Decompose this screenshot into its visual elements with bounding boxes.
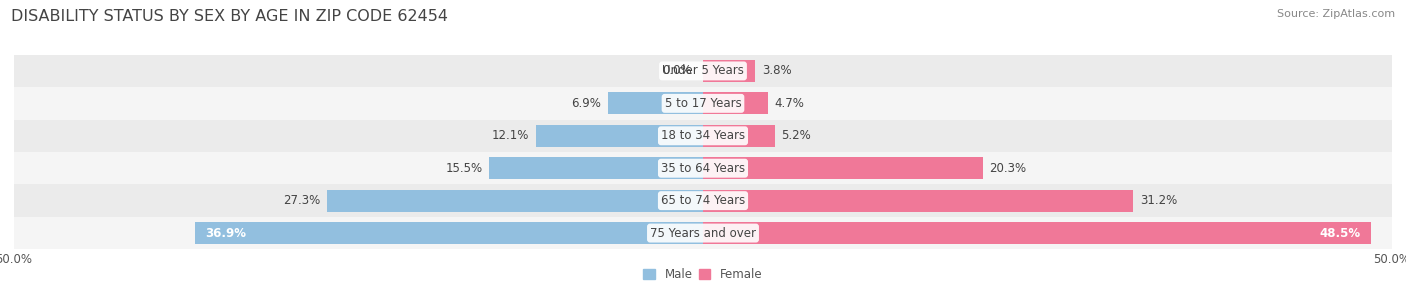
Text: 4.7%: 4.7% xyxy=(775,97,804,110)
Text: 6.9%: 6.9% xyxy=(571,97,600,110)
Bar xyxy=(703,157,983,179)
Bar xyxy=(703,60,755,82)
Bar xyxy=(14,185,1392,217)
Bar xyxy=(14,87,1392,119)
Bar xyxy=(703,92,768,114)
Text: DISABILITY STATUS BY SEX BY AGE IN ZIP CODE 62454: DISABILITY STATUS BY SEX BY AGE IN ZIP C… xyxy=(11,9,449,24)
Text: 36.9%: 36.9% xyxy=(205,226,246,240)
Text: 12.1%: 12.1% xyxy=(492,129,530,142)
Bar xyxy=(489,157,703,179)
Bar xyxy=(194,222,703,244)
Bar xyxy=(703,125,775,147)
Bar xyxy=(14,217,1392,249)
Text: 48.5%: 48.5% xyxy=(1319,226,1360,240)
Text: 31.2%: 31.2% xyxy=(1140,194,1177,207)
Text: 27.3%: 27.3% xyxy=(283,194,321,207)
Text: Under 5 Years: Under 5 Years xyxy=(662,64,744,78)
Bar xyxy=(326,190,703,212)
Text: 65 to 74 Years: 65 to 74 Years xyxy=(661,194,745,207)
Text: 35 to 64 Years: 35 to 64 Years xyxy=(661,162,745,175)
Bar xyxy=(703,222,1371,244)
Bar xyxy=(703,190,1133,212)
Text: 5.2%: 5.2% xyxy=(782,129,811,142)
Bar xyxy=(607,92,703,114)
Bar xyxy=(14,55,1392,87)
Text: 0.0%: 0.0% xyxy=(662,64,692,78)
Bar xyxy=(14,152,1392,185)
Bar xyxy=(536,125,703,147)
Text: 3.8%: 3.8% xyxy=(762,64,792,78)
Text: 20.3%: 20.3% xyxy=(990,162,1026,175)
Text: Source: ZipAtlas.com: Source: ZipAtlas.com xyxy=(1277,9,1395,19)
Legend: Male, Female: Male, Female xyxy=(638,264,768,286)
Text: 18 to 34 Years: 18 to 34 Years xyxy=(661,129,745,142)
Text: 5 to 17 Years: 5 to 17 Years xyxy=(665,97,741,110)
Text: 75 Years and over: 75 Years and over xyxy=(650,226,756,240)
Text: 15.5%: 15.5% xyxy=(446,162,482,175)
Bar xyxy=(14,119,1392,152)
